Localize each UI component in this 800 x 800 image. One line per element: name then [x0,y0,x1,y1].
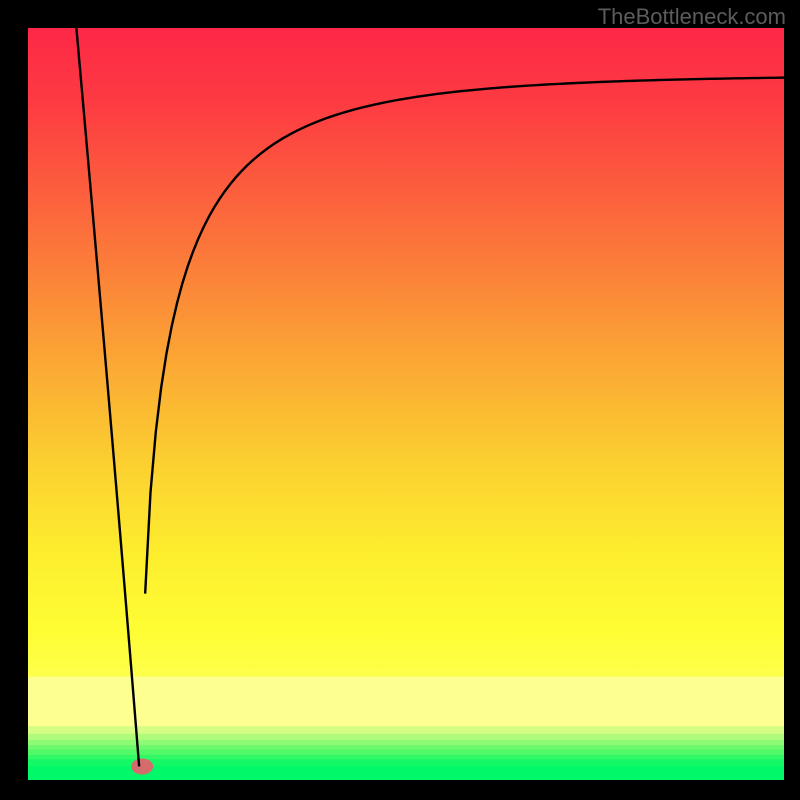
chart-container: TheBottleneck.com [0,0,800,800]
vertex-marker [131,758,153,774]
gradient-background [28,28,784,780]
bottleneck-chart [0,0,800,800]
watermark-text: TheBottleneck.com [598,4,786,30]
